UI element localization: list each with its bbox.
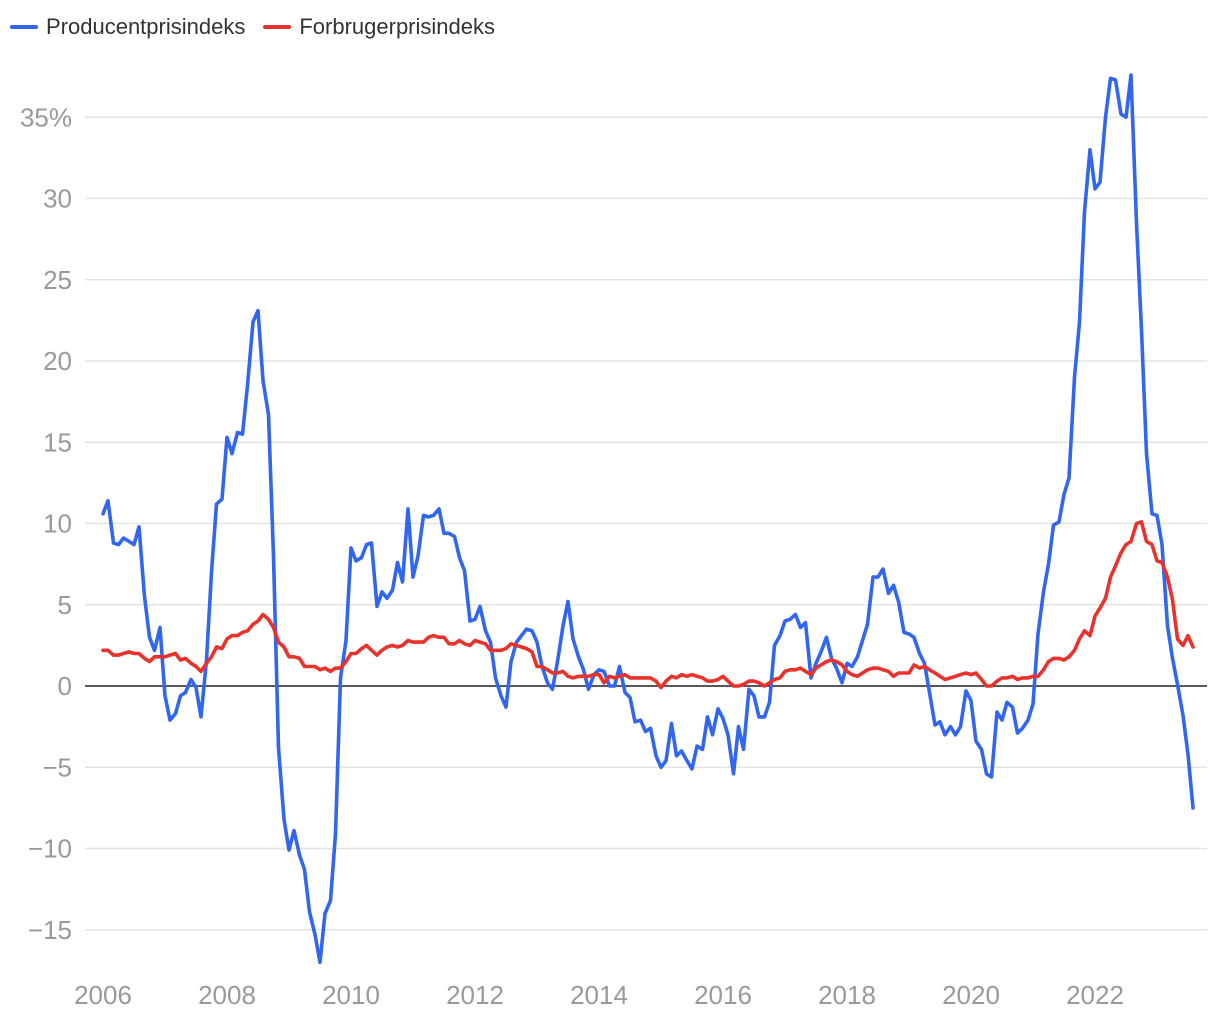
legend-label-cpi: Forbrugerprisindeks [299,14,495,39]
x-tick-label: 2018 [818,980,876,1010]
legend-swatch-cpi [263,25,292,29]
x-tick-label: 2008 [198,980,256,1010]
legend-item-ppi: Producentprisindeks [10,14,245,40]
y-tick-label: 20 [43,346,72,376]
x-tick-label: 2022 [1066,980,1124,1010]
series-line-ppi [101,73,1195,965]
y-tick-label: −5 [42,752,72,782]
x-tick-label: 2006 [74,980,132,1010]
y-tick-label: 30 [43,184,72,214]
y-tick-label: −10 [28,834,72,864]
y-tick-label: 25 [43,265,72,295]
x-tick-label: 2014 [570,980,628,1010]
y-tick-label: −15 [28,915,72,945]
x-tick-label: 2016 [694,980,752,1010]
x-tick-label: 2012 [446,980,504,1010]
y-tick-label: 5 [58,590,72,620]
x-tick-label: 2020 [942,980,1000,1010]
y-tick-label: 0 [58,671,72,701]
legend-item-cpi: Forbrugerprisindeks [263,14,495,40]
series-line-cpi [101,520,1195,690]
y-tick-label: 10 [43,509,72,539]
legend-label-ppi: Producentprisindeks [46,14,246,39]
legend: Producentprisindeks Forbrugerprisindeks [10,14,495,40]
y-tick-label: 15 [43,427,72,457]
x-tick-label: 2010 [322,980,380,1010]
y-tick-label: 35% [20,102,72,132]
legend-swatch-ppi [10,25,38,29]
